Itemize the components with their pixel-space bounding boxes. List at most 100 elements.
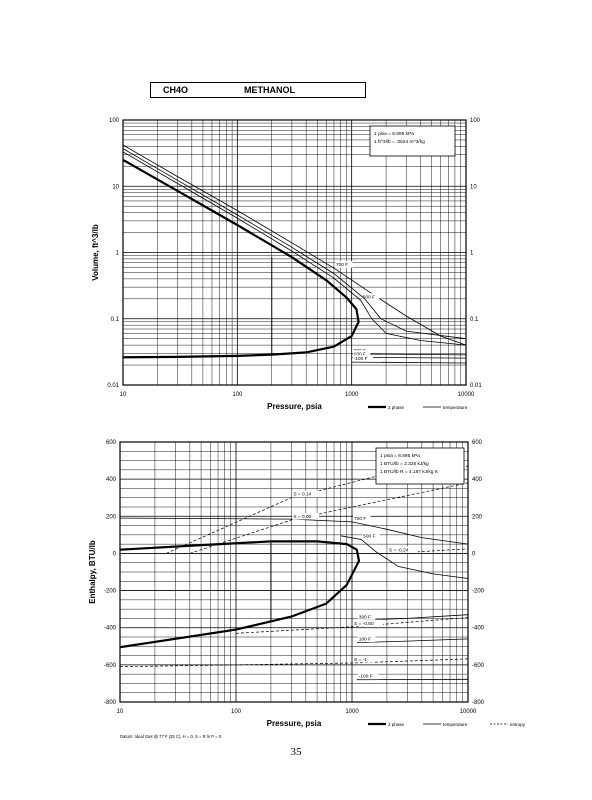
series-label-bg: [357, 635, 376, 643]
isotherm-line: [340, 535, 469, 579]
y-tick-label-left: 400: [106, 477, 117, 483]
y-tick-label-right: 400: [472, 477, 483, 483]
conversion-box: [375, 447, 465, 485]
y-axis-title: Enthalpy, BTU/lb: [88, 540, 97, 604]
y-tick-label-right: 0.1: [470, 317, 479, 323]
y-tick-label-right: -400: [472, 626, 485, 632]
y-tick-label-right: 0.01: [470, 383, 482, 389]
series-label: S = -1: [354, 657, 367, 663]
compound-header: CH4O METHANOL: [150, 82, 366, 98]
series-label-bg: [357, 672, 379, 680]
y-tick-label-left: 600: [106, 440, 117, 446]
x-tick-label: 100: [232, 392, 243, 398]
y-tick-label-right: 200: [472, 514, 483, 520]
y-tick-label-right: -200: [472, 589, 485, 595]
series-label: 100 F: [359, 637, 371, 643]
isotherm-line: [122, 144, 467, 346]
series-label: 700 F: [336, 262, 348, 268]
y-axis-title: Volume, ft^3/lb: [91, 224, 100, 281]
plot-frame: [122, 119, 467, 386]
series-label: 500 F: [363, 534, 375, 540]
series-label-bg: [353, 514, 371, 522]
plot-frame: [119, 441, 469, 703]
x-tick-label: 1000: [345, 709, 359, 715]
series-label-bg: [352, 350, 371, 357]
x-tick-label: 10: [117, 709, 124, 715]
x-tick-label: 10: [120, 392, 127, 398]
series-label: S = -0.24: [389, 547, 409, 553]
series-label: S = -0.60: [354, 621, 374, 627]
conversion-text: 1 psia = 6.895 kPa: [380, 453, 420, 459]
series-label-bg: [292, 513, 320, 520]
isotherm-line: [122, 148, 467, 340]
legend-label: temperature: [443, 405, 468, 410]
entropy-line: [119, 658, 469, 668]
series-label: -100 F: [359, 674, 373, 680]
isotherm-line: [356, 638, 469, 643]
series-label-bg: [352, 355, 374, 362]
x-tick-label: 1000: [345, 392, 359, 398]
series-label: 500 F: [363, 294, 375, 300]
series-label-bg: [362, 532, 380, 539]
series-label-bg: [353, 656, 374, 663]
conversion-text: 1 BTU/lb = 2.326 kJ/kg: [380, 461, 429, 467]
y-tick-label-left: 1: [116, 251, 120, 257]
series-label-bg: [352, 346, 371, 354]
legend-label: 2 phase: [388, 405, 405, 410]
series-label: -100 F: [354, 356, 368, 362]
y-tick-label-left: 100: [109, 118, 120, 124]
y-tick-label-left: -200: [104, 589, 117, 595]
y-tick-label-right: 1: [470, 251, 474, 257]
y-tick-label-right: -600: [472, 663, 485, 669]
series-label: S = 0.14: [293, 492, 311, 498]
conversion-text: 1 BTU/lb R = 4.187 kJ/kg K: [380, 469, 439, 475]
series-label-bg: [292, 490, 320, 498]
x-tick-label: 10000: [458, 392, 475, 398]
entropy-line: [189, 482, 469, 554]
two-phase-envelope: [122, 158, 360, 359]
y-tick-label-left: 0: [113, 551, 117, 557]
y-tick-label-left: 10: [112, 184, 119, 190]
y-tick-label-left: -800: [104, 700, 117, 706]
series-label: 100 F: [354, 351, 366, 357]
x-axis-title: Pressure, psia: [267, 402, 322, 411]
y-tick-label-left: 0.1: [111, 317, 120, 323]
y-tick-label-left: 200: [106, 514, 117, 520]
two-phase-envelope: [119, 540, 361, 649]
series-label-bg: [353, 619, 383, 627]
x-tick-label: 100: [231, 709, 242, 715]
series-label: 300 F: [359, 614, 371, 620]
series-label-bg: [387, 546, 418, 553]
legend-label: entropy: [510, 722, 526, 727]
conversion-text: 1 ft^3/lb = .0624 m^3/kg: [374, 139, 425, 145]
y-tick-label-right: 600: [472, 440, 483, 446]
series-label: S = 0.00: [293, 514, 311, 520]
compound-name: METHANOL: [244, 85, 295, 95]
isotherm-line: [119, 517, 469, 545]
y-tick-label-right: 0: [472, 551, 476, 557]
conversion-text: 1 psia = 6.895 kPa: [374, 131, 414, 137]
series-label: 700 F: [354, 516, 366, 522]
chart-footnote: Datum: Ideal Gas @ 77 F (25 C), H = 0, S…: [120, 734, 222, 739]
compound-formula: CH4O: [163, 85, 189, 95]
series-label-bg: [361, 293, 380, 300]
y-tick-label-left: -600: [104, 663, 117, 669]
conversion-box: [369, 125, 456, 157]
y-tick-label-left: 0.01: [107, 383, 119, 389]
series-label-bg: [334, 261, 353, 268]
series-label-bg: [357, 613, 376, 620]
legend-label: temperature: [443, 722, 468, 727]
y-tick-label-right: 100: [470, 118, 481, 124]
isotherm-line: [351, 361, 467, 364]
y-tick-label-right: -800: [472, 700, 485, 706]
entropy-line: [235, 617, 469, 634]
legend-label: 2 phase: [388, 722, 405, 727]
y-tick-label-right: 10: [470, 184, 477, 190]
isotherm-line: [351, 353, 467, 356]
isotherm-line: [122, 151, 467, 346]
y-tick-label-left: -400: [104, 626, 117, 632]
x-tick-label: 10000: [460, 709, 477, 715]
page-number: 35: [290, 746, 302, 758]
